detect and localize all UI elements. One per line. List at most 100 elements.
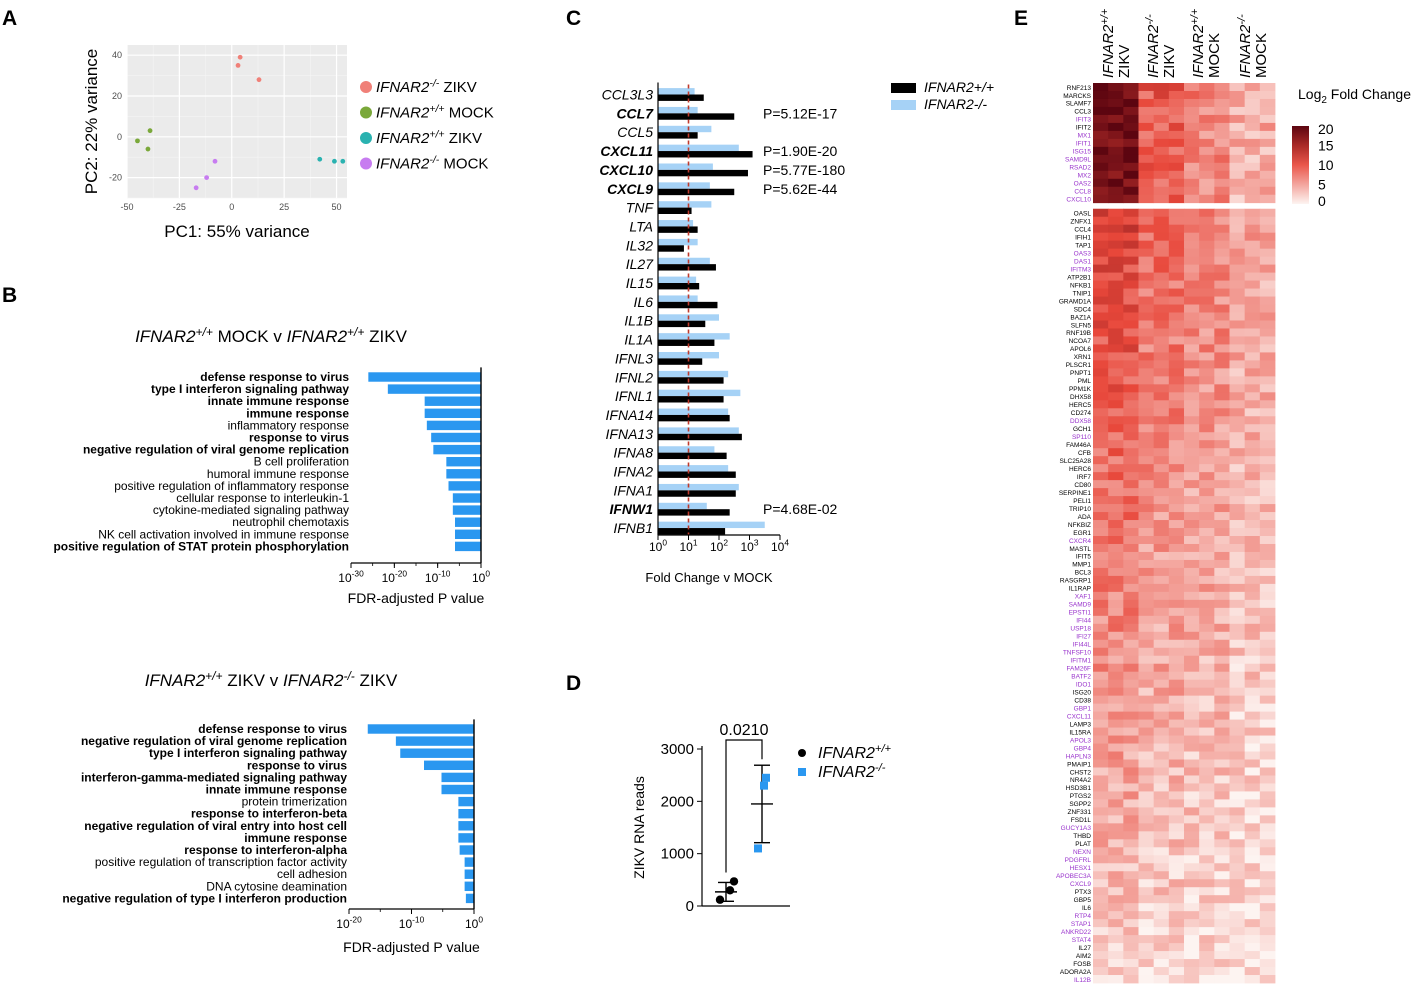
gene-label: CXCL11	[600, 143, 653, 159]
heatmap-cell	[1168, 807, 1185, 816]
heatmap-cell	[1153, 903, 1170, 912]
fold-bar-ko	[658, 182, 710, 189]
y-tick-label: 2000	[661, 793, 694, 810]
heatmap-cell	[1184, 520, 1200, 529]
heatmap-cell	[1199, 280, 1215, 289]
heatmap-cell	[1214, 743, 1230, 752]
heatmap-cell	[1244, 528, 1261, 537]
go-bar	[400, 748, 474, 758]
heatmap-cell	[1229, 815, 1246, 824]
heatmap-cell	[1093, 575, 1109, 585]
row-gene-label: CD80	[1074, 482, 1091, 489]
heatmap-cell	[1214, 543, 1230, 553]
heatmap-cell	[1259, 879, 1276, 888]
heatmap-cell	[1123, 823, 1139, 832]
heatmap-cell	[1214, 360, 1230, 369]
heatmap-cell	[1153, 975, 1170, 984]
panel-letter-d: D	[566, 672, 581, 695]
heatmap-cell	[1244, 975, 1261, 984]
heatmap-cell	[1214, 775, 1230, 784]
heatmap-cell	[1123, 512, 1139, 521]
heatmap-cell	[1184, 400, 1200, 409]
heatmap-cell	[1138, 432, 1155, 441]
go-bar	[455, 517, 481, 527]
heatmap-cell	[1214, 408, 1230, 417]
heatmap-cell	[1093, 671, 1109, 681]
p-value-annotation: P=4.68E-02	[763, 501, 838, 517]
heatmap-cell	[1093, 232, 1109, 242]
go-bar	[395, 736, 474, 746]
fold-bar-ko	[658, 352, 719, 359]
heatmap-cell	[1138, 959, 1155, 968]
heatmap-cell	[1244, 759, 1261, 768]
row-gene-label: MASTL	[1069, 546, 1091, 553]
heatmap-cell	[1123, 831, 1139, 840]
heatmap-cell	[1168, 122, 1185, 132]
x-tick-label: -25	[173, 202, 186, 212]
heatmap-cell	[1123, 719, 1139, 728]
heatmap-cell	[1229, 663, 1246, 673]
heatmap-cell	[1184, 703, 1200, 713]
heatmap-cell	[1168, 623, 1185, 633]
row-gene-label: HAPLN3	[1066, 753, 1092, 760]
heatmap-cell	[1108, 186, 1124, 196]
heatmap-cell	[1123, 791, 1139, 800]
heatmap-cell	[1138, 448, 1155, 457]
heatmap-cell	[1184, 679, 1200, 689]
heatmap-cell	[1244, 208, 1261, 218]
heatmap-cell	[1199, 591, 1215, 601]
pca-point	[193, 185, 199, 191]
go-bar	[368, 372, 481, 382]
heatmap-cell	[1214, 122, 1230, 132]
heatmap-cell	[1199, 743, 1215, 752]
row-gene-label: MARCKS	[1063, 93, 1091, 100]
heatmap-cell	[1199, 352, 1215, 361]
heatmap-cell	[1259, 559, 1276, 569]
heatmap-cell	[1153, 871, 1170, 880]
heatmap-cell	[1138, 376, 1155, 385]
heatmap-cell	[1153, 488, 1170, 497]
heatmap-cell	[1123, 208, 1139, 218]
heatmap-cell	[1153, 783, 1170, 792]
heatmap-cell	[1108, 304, 1124, 313]
heatmap-cell	[1108, 871, 1124, 880]
fold-bar-ko	[658, 389, 741, 397]
heatmap-cell	[1184, 791, 1200, 800]
fold-bar-ko	[658, 144, 739, 152]
heatmap-cell	[1168, 256, 1185, 266]
heatmap-cell	[1229, 280, 1246, 289]
heatmap-cell	[1214, 186, 1230, 196]
heatmap-cell	[1093, 256, 1109, 266]
heatmap-cell	[1199, 631, 1215, 641]
heatmap-cell	[1259, 496, 1276, 505]
heatmap-cell	[1153, 647, 1170, 657]
heatmap-cell	[1259, 911, 1276, 920]
heatmap-cell	[1153, 671, 1170, 681]
heatmap-cell	[1229, 911, 1246, 920]
heatmap-cell	[1214, 823, 1230, 832]
heatmap-cell	[1093, 170, 1109, 180]
heatmap-cell	[1138, 208, 1155, 218]
heatmap-cell	[1229, 679, 1246, 689]
heatmap-cell	[1184, 647, 1200, 657]
heatmap-cell	[1259, 583, 1276, 593]
heatmap-cell	[1184, 567, 1200, 577]
heatmap-cell	[1108, 296, 1124, 305]
heatmap-cell	[1229, 83, 1246, 92]
heatmap-cell	[1259, 328, 1276, 337]
heatmap-cell	[1108, 647, 1124, 657]
heatmap-cell	[1184, 432, 1200, 441]
gene-label: IFNL2	[615, 369, 653, 385]
heatmap-cell	[1123, 186, 1139, 196]
heatmap-cell	[1199, 114, 1215, 124]
heatmap-cell	[1123, 464, 1139, 473]
row-gene-label: GBP1	[1074, 705, 1092, 712]
heatmap-cell	[1168, 98, 1185, 108]
heatmap-cell	[1229, 106, 1246, 116]
heatmap-cell	[1244, 599, 1261, 609]
heatmap-cell	[1229, 551, 1246, 561]
go-bar	[433, 444, 481, 455]
heatmap-cell	[1214, 312, 1230, 321]
row-gene-label: MX1	[1078, 133, 1092, 140]
heatmap-cell	[1138, 240, 1155, 250]
